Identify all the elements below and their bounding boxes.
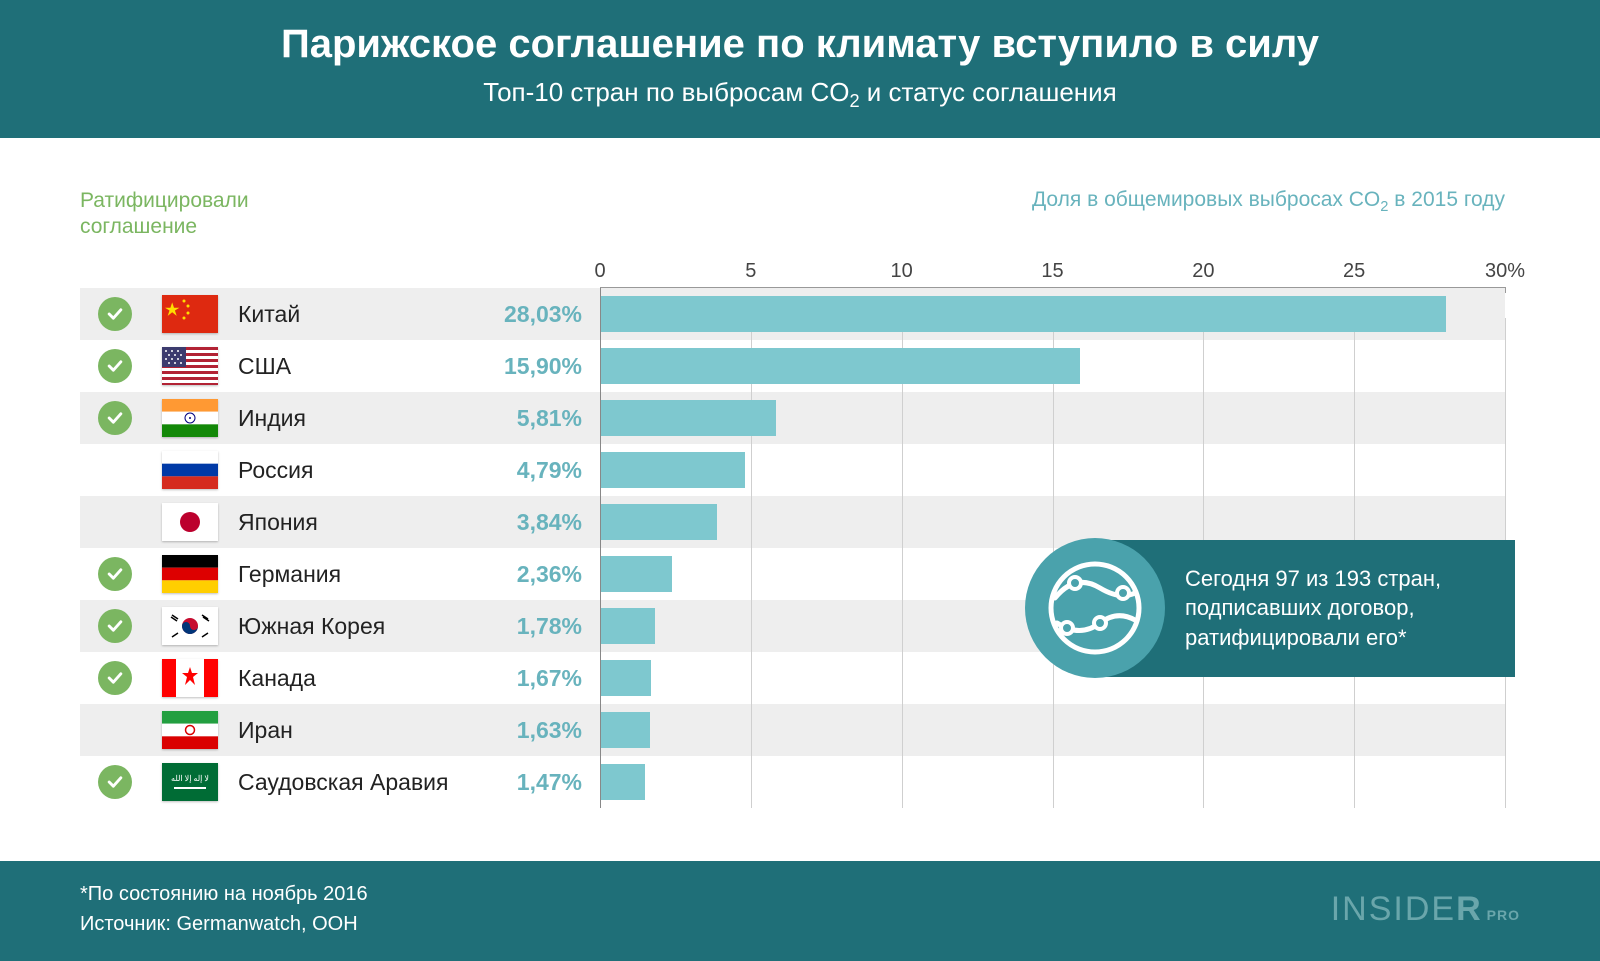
country-name: Саудовская Аравия <box>230 769 480 796</box>
table-row: США15,90% <box>80 340 1505 392</box>
bar-cell <box>600 288 1505 340</box>
axis-tick: 30% <box>1485 260 1525 287</box>
axis-tick: 0 <box>594 260 605 287</box>
value-label: 1,47% <box>480 769 600 796</box>
ratified-cell <box>80 557 150 591</box>
flag-cell <box>150 659 230 697</box>
bar-cell <box>600 444 1505 496</box>
axis-tick: 10 <box>891 260 913 287</box>
bar-cell <box>600 340 1505 392</box>
bar-cell <box>600 704 1505 756</box>
flag-icon <box>162 451 218 489</box>
country-name: Япония <box>230 509 480 536</box>
flag-icon <box>162 399 218 437</box>
flag-icon <box>162 607 218 645</box>
table-row: Китай28,03% <box>80 288 1505 340</box>
axis-tick: 5 <box>745 260 756 287</box>
flag-cell <box>150 347 230 385</box>
ratified-cell <box>80 765 150 799</box>
country-name: Южная Корея <box>230 613 480 640</box>
callout: Сегодня 97 из 193 стран, подписавших дог… <box>1025 538 1515 678</box>
flag-icon <box>162 555 218 593</box>
check-icon <box>98 557 132 591</box>
flag-icon <box>162 347 218 385</box>
value-label: 5,81% <box>480 405 600 432</box>
brand-logo: INSIDERPRO <box>1331 890 1520 929</box>
value-label: 2,36% <box>480 561 600 588</box>
check-icon <box>98 297 132 331</box>
content-area: Ратифицировали соглашение Доля в общемир… <box>0 138 1600 228</box>
bar <box>601 660 651 696</box>
footer-text: *По состоянию на ноябрь 2016 Источник: G… <box>80 879 368 939</box>
ratified-label: Ратифицировали соглашение <box>80 188 249 241</box>
ratified-cell <box>80 609 150 643</box>
table-row: Индия5,81% <box>80 392 1505 444</box>
value-label: 4,79% <box>480 457 600 484</box>
value-label: 1,63% <box>480 717 600 744</box>
value-label: 1,67% <box>480 665 600 692</box>
flag-cell <box>150 451 230 489</box>
ratified-cell <box>80 401 150 435</box>
flag-icon <box>162 711 218 749</box>
axis-tick: 15 <box>1041 260 1063 287</box>
flag-cell: لا إله إلا الله <box>150 763 230 801</box>
ratified-cell <box>80 297 150 331</box>
page-subtitle: Топ-10 стран по выбросам CO2 и статус со… <box>0 77 1600 112</box>
x-axis: 051015202530% <box>80 258 1505 288</box>
flag-icon <box>162 503 218 541</box>
check-icon <box>98 765 132 799</box>
check-icon <box>98 401 132 435</box>
ratified-cell <box>80 349 150 383</box>
flag-cell <box>150 555 230 593</box>
value-label: 1,78% <box>480 613 600 640</box>
table-row: لا إله إلا الله Саудовская Аравия1,47% <box>80 756 1505 808</box>
country-name: Россия <box>230 457 480 484</box>
flag-cell <box>150 295 230 333</box>
axis-tick: 20 <box>1192 260 1214 287</box>
flag-icon <box>162 659 218 697</box>
svg-text:لا إله إلا الله: لا إله إلا الله <box>171 774 209 783</box>
bar <box>601 452 745 488</box>
bar-cell <box>600 756 1505 808</box>
flag-cell <box>150 711 230 749</box>
flag-icon <box>162 295 218 333</box>
country-name: Китай <box>230 301 480 328</box>
bar-cell <box>600 392 1505 444</box>
flag-cell <box>150 607 230 645</box>
check-icon <box>98 349 132 383</box>
footer: *По состоянию на ноябрь 2016 Источник: G… <box>0 861 1600 961</box>
bar <box>601 296 1446 332</box>
flag-icon: لا إله إلا الله <box>162 763 218 801</box>
country-name: Германия <box>230 561 480 588</box>
table-row: Иран1,63% <box>80 704 1505 756</box>
chart: 051015202530% Китай28,03%США15,90%Индия5… <box>80 258 1505 808</box>
share-label: Доля в общемировых выбросах CO2 в 2015 г… <box>1032 188 1505 215</box>
bar <box>601 504 717 540</box>
page-title: Парижское соглашение по климату вступило… <box>0 22 1600 67</box>
axis-tick: 25 <box>1343 260 1365 287</box>
country-name: США <box>230 353 480 380</box>
flag-cell <box>150 503 230 541</box>
country-name: Индия <box>230 405 480 432</box>
value-label: 3,84% <box>480 509 600 536</box>
ratified-cell <box>80 661 150 695</box>
globe-icon <box>1025 538 1165 678</box>
bar <box>601 764 645 800</box>
header: Парижское соглашение по климату вступило… <box>0 0 1600 138</box>
country-name: Иран <box>230 717 480 744</box>
table-row: Россия4,79% <box>80 444 1505 496</box>
check-icon <box>98 661 132 695</box>
value-label: 15,90% <box>480 353 600 380</box>
bar <box>601 712 650 748</box>
check-icon <box>98 609 132 643</box>
flag-cell <box>150 399 230 437</box>
country-name: Канада <box>230 665 480 692</box>
bar <box>601 608 655 644</box>
bar <box>601 556 672 592</box>
bar <box>601 348 1080 384</box>
bar <box>601 400 776 436</box>
value-label: 28,03% <box>480 301 600 328</box>
